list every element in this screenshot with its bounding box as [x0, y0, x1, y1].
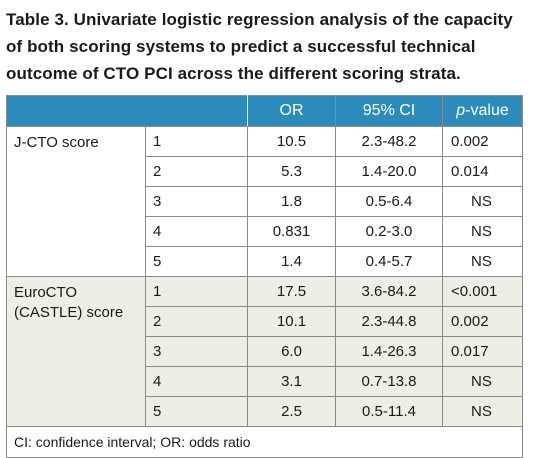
odds-ratio-cell: 3.1 — [247, 366, 336, 397]
table-title: Table 3. Univariate logistic regression … — [6, 10, 513, 83]
score-stratum: 1 — [145, 126, 248, 157]
table-row: EuroCTO (CASTLE) score 1 17.5 3.6-84.2 <0.00… — [6, 276, 523, 427]
table-row: 4 0.831 0.2-3.0 NS — [7, 216, 523, 247]
p-value-cell: NS — [442, 396, 523, 427]
confidence-interval-cell: 1.4-20.0 — [335, 156, 443, 187]
table-row: 2 10.1 2.3-44.8 0.002 — [7, 306, 523, 337]
score-stratum: 3 — [145, 336, 248, 367]
confidence-interval-cell: 0.5-11.4 — [335, 396, 443, 427]
score-stratum: 2 — [145, 156, 248, 187]
regression-table: OR 95% CI p-value J-CTO score 1 10.5 2.3-48… — [6, 95, 523, 458]
odds-ratio-cell: 0.831 — [247, 216, 336, 247]
score-stratum: 4 — [145, 366, 248, 397]
odds-ratio-cell: 10.5 — [247, 126, 336, 157]
confidence-interval-cell: 0.2-3.0 — [335, 216, 443, 247]
header-blank — [6, 95, 248, 127]
confidence-interval-cell: 2.3-48.2 — [335, 126, 443, 157]
p-value-cell: 0.014 — [442, 156, 523, 187]
odds-ratio-cell: 17.5 — [247, 276, 336, 307]
table-row: 2 5.3 1.4-20.0 0.014 — [7, 156, 523, 187]
score-stratum: 4 — [145, 216, 248, 247]
table-row: J-CTO score 1 10.5 2.3-48.2 0.002 — [6, 126, 523, 277]
score-stratum: 2 — [145, 306, 248, 337]
p-value-cell: NS — [442, 216, 523, 247]
table-row: 3 6.0 1.4-26.3 0.017 — [7, 336, 523, 367]
score-stratum: 1 — [145, 276, 248, 307]
group-label: EuroCTO (CASTLE) score — [6, 276, 146, 427]
odds-ratio-cell: 1.4 — [247, 246, 336, 277]
header-or: OR — [247, 95, 336, 127]
header-pvalue: p-value — [442, 95, 523, 127]
odds-ratio-cell: 6.0 — [247, 336, 336, 367]
p-value-cell: <0.001 — [442, 276, 523, 307]
confidence-interval-cell: 2.3-44.8 — [335, 306, 443, 337]
p-value-cell: NS — [442, 246, 523, 277]
score-stratum: 5 — [145, 396, 248, 427]
p-value-cell: 0.002 — [442, 126, 523, 157]
odds-ratio-cell: 1.8 — [247, 186, 336, 217]
score-stratum: 3 — [145, 186, 248, 217]
table-row: 4 3.1 0.7-13.8 NS — [7, 366, 523, 397]
table-row: 5 2.5 0.5-11.4 NS — [7, 396, 523, 427]
confidence-interval-cell: 1.4-26.3 — [335, 336, 443, 367]
p-value-cell: NS — [442, 366, 523, 397]
confidence-interval-cell: 0.5-6.4 — [335, 186, 443, 217]
header-ci: 95% CI — [335, 95, 443, 127]
confidence-interval-cell: 0.7-13.8 — [335, 366, 443, 397]
table-body: J-CTO score 1 10.5 2.3-48.2 0.002 2 5.3 1.4-20.… — [6, 126, 523, 427]
odds-ratio-cell: 5.3 — [247, 156, 336, 187]
p-value-cell: NS — [442, 186, 523, 217]
confidence-interval-cell: 0.4-5.7 — [335, 246, 443, 277]
odds-ratio-cell: 10.1 — [247, 306, 336, 337]
table-row: 3 1.8 0.5-6.4 NS — [7, 186, 523, 217]
header-p-italic: p — [456, 102, 466, 119]
odds-ratio-cell: 2.5 — [247, 396, 336, 427]
table-figure: Table 3. Univariate logistic regression … — [6, 6, 523, 458]
header-p-rest: -value — [465, 102, 509, 119]
score-stratum: 5 — [145, 246, 248, 277]
p-value-cell: 0.017 — [442, 336, 523, 367]
confidence-interval-cell: 3.6-84.2 — [335, 276, 443, 307]
table-row: 5 1.4 0.4-5.7 NS — [7, 246, 523, 277]
p-value-cell: 0.002 — [442, 306, 523, 337]
group-label: J-CTO score — [6, 126, 146, 277]
header-row: OR 95% CI p-value — [6, 95, 523, 127]
